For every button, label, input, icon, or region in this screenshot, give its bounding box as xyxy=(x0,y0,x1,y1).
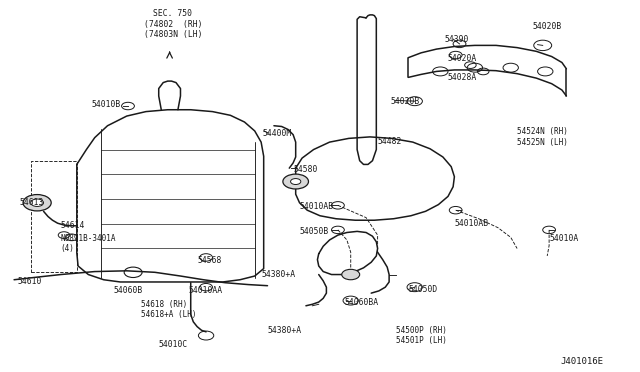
Text: 54010C: 54010C xyxy=(159,340,188,349)
Text: 54028A: 54028A xyxy=(448,73,477,82)
Circle shape xyxy=(31,199,44,206)
Text: 54568: 54568 xyxy=(197,256,221,265)
Text: SEC. 750
(74802  (RH)
(74803N (LH): SEC. 750 (74802 (RH) (74803N (LH) xyxy=(143,9,202,39)
Text: 54524N (RH)
54525N (LH): 54524N (RH) 54525N (LH) xyxy=(517,127,568,147)
Circle shape xyxy=(342,269,360,280)
Text: 54380+A: 54380+A xyxy=(268,326,301,335)
Text: 54010B: 54010B xyxy=(91,100,120,109)
Text: 54482: 54482 xyxy=(378,137,402,146)
Text: 54010AB: 54010AB xyxy=(454,219,488,228)
Text: 54010AB: 54010AB xyxy=(300,202,333,211)
Text: 54500P (RH)
54501P (LH): 54500P (RH) 54501P (LH) xyxy=(396,326,446,345)
Text: J401016E: J401016E xyxy=(560,357,603,366)
Text: 54390: 54390 xyxy=(445,35,469,44)
Text: 54010AA: 54010AA xyxy=(189,286,223,295)
Circle shape xyxy=(23,195,51,211)
Text: N0891B-3401A
(4): N0891B-3401A (4) xyxy=(61,234,116,253)
Text: 54610: 54610 xyxy=(18,278,42,286)
Text: 54020B: 54020B xyxy=(390,97,420,106)
Text: 54050D: 54050D xyxy=(408,285,438,294)
Text: 54060B: 54060B xyxy=(114,286,143,295)
Text: 54060BA: 54060BA xyxy=(344,298,378,307)
Text: 54050B: 54050B xyxy=(300,227,329,236)
Text: 54400M: 54400M xyxy=(262,129,292,138)
Text: 54613: 54613 xyxy=(19,198,44,207)
Text: 54010A: 54010A xyxy=(549,234,579,243)
Text: 54580: 54580 xyxy=(293,165,317,174)
Circle shape xyxy=(283,174,308,189)
Text: 54020B: 54020B xyxy=(532,22,562,31)
Text: 54614: 54614 xyxy=(61,221,85,230)
Text: 54380+A: 54380+A xyxy=(261,270,295,279)
Circle shape xyxy=(291,179,301,185)
Text: 54020A: 54020A xyxy=(448,54,477,63)
Text: 54618 (RH)
54618+A (LH): 54618 (RH) 54618+A (LH) xyxy=(141,300,196,319)
